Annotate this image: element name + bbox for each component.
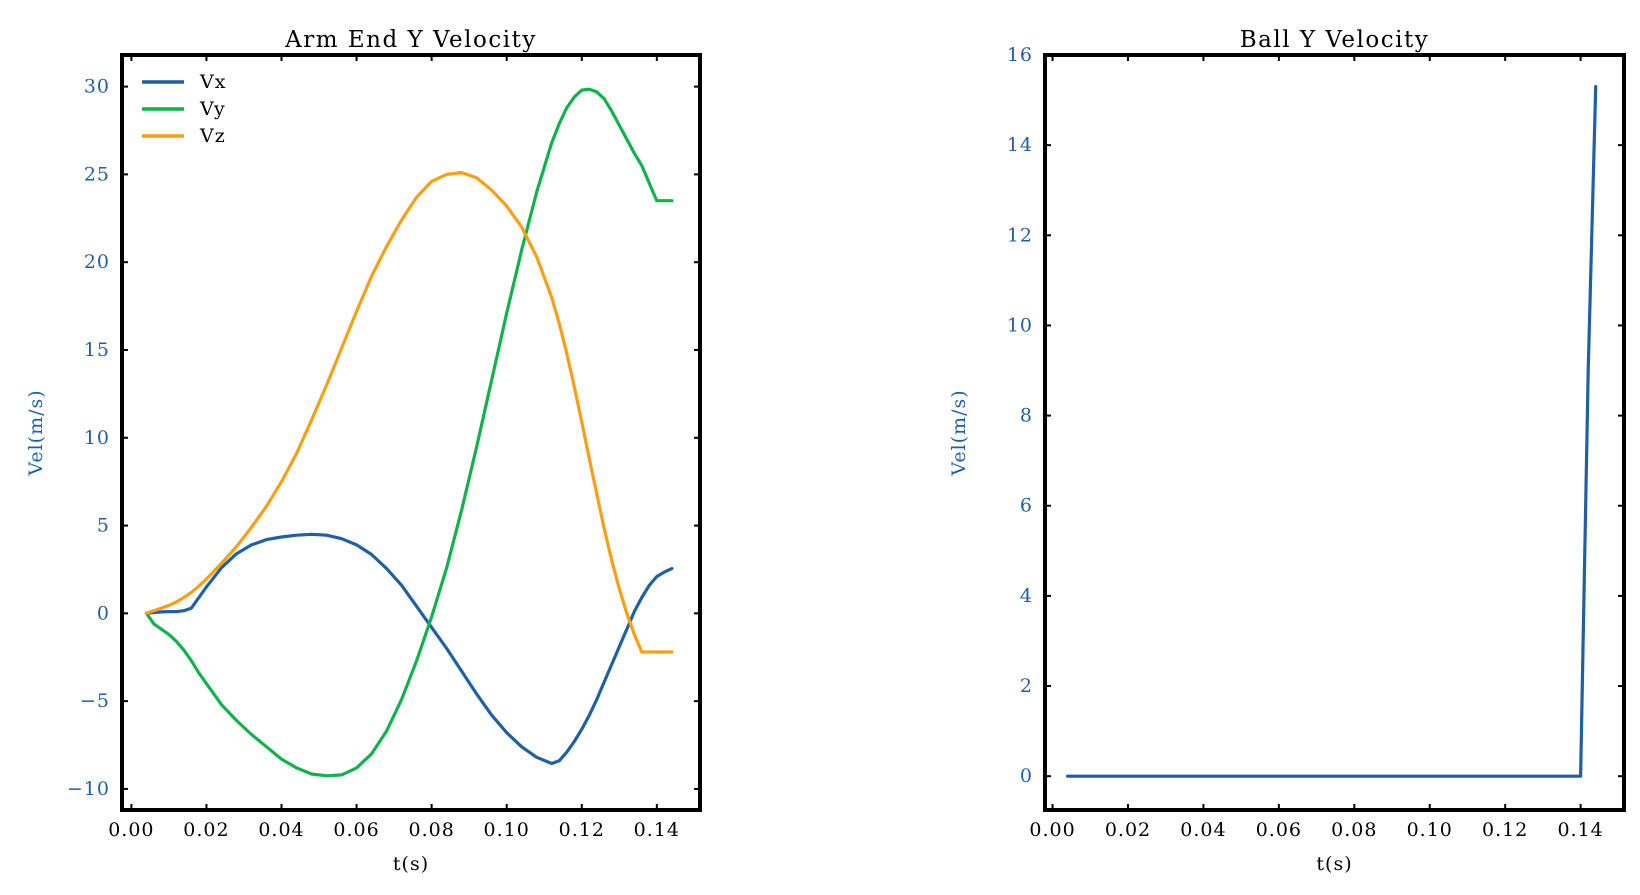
x-axis-label: t(s): [1316, 853, 1352, 875]
x-tick-label: 0.08: [408, 819, 454, 841]
x-tick-label: 0.06: [333, 819, 379, 841]
plot-frame: [120, 53, 702, 812]
x-tick-label: 0.04: [1180, 819, 1226, 841]
y-tick-label: 12: [1007, 224, 1033, 246]
x-tick-label: 0.12: [1482, 819, 1528, 841]
x-tick-label: 0.08: [1331, 819, 1377, 841]
y-tick-label: 14: [1007, 134, 1033, 156]
y-tick-label: 6: [1020, 495, 1033, 517]
chart-panel-2: Ball Y Velocity 0.00 0.02 0.04 0.06 0.08 0.10 0…: [948, 27, 1626, 875]
x-tick-label: 0.06: [1256, 819, 1302, 841]
y-tick-label: 5: [97, 515, 110, 537]
legend-label-vx: Vx: [199, 71, 226, 93]
y-axis-label: Vel(m/s): [948, 389, 970, 476]
y-tick-label: −5: [80, 690, 110, 712]
x-tick-label: 0.02: [183, 819, 229, 841]
series-line-vx: [144, 532, 674, 766]
y-tick-label: 20: [84, 251, 110, 273]
x-tick-label: 0.04: [258, 819, 304, 841]
x-tick-label: 0.00: [108, 819, 154, 841]
series-line-vy: [144, 87, 674, 778]
y-tick-label: −10: [67, 778, 110, 800]
x-tick-label: 0.10: [1407, 819, 1453, 841]
y-tick-label: 0: [97, 602, 110, 624]
legend: Vx Vy Vz: [142, 71, 226, 147]
y-tick-label: 0: [1020, 765, 1033, 787]
y-tick-label: 8: [1020, 405, 1033, 427]
x-tick-label: 0.10: [484, 819, 530, 841]
x-tick-label: 0.02: [1105, 819, 1151, 841]
y-tick-label: 15: [84, 339, 110, 361]
y-axis-label: Vel(m/s): [25, 389, 47, 476]
legend-label-vy: Vy: [199, 98, 226, 120]
x-tick-label: 0.14: [1557, 819, 1603, 841]
x-axis-label: t(s): [393, 853, 429, 875]
series-line-vz: [144, 171, 674, 654]
series-line-1: [1065, 84, 1598, 778]
y-tick-label: 10: [1007, 314, 1033, 336]
x-tick-label: 0.14: [634, 819, 680, 841]
y-tick-label: 4: [1020, 585, 1033, 607]
chart-title: Ball Y Velocity: [1240, 27, 1429, 53]
legend-label-vz: Vz: [199, 125, 226, 147]
chart-panel-1: Arm End Y Velocity 0.00 0.02 0.04 0.06 0.08 0.…: [25, 27, 702, 875]
x-tick-label: 0.12: [559, 819, 605, 841]
y-tick-label: 2: [1020, 675, 1033, 697]
y-tick-label: 16: [1007, 44, 1033, 66]
chart-title: Arm End Y Velocity: [284, 27, 537, 53]
y-tick-label: 30: [84, 76, 110, 98]
y-tick-label: 25: [84, 163, 110, 185]
y-tick-label: 10: [84, 427, 110, 449]
x-tick-label: 0.00: [1029, 819, 1075, 841]
plot-frame: [1043, 53, 1626, 812]
